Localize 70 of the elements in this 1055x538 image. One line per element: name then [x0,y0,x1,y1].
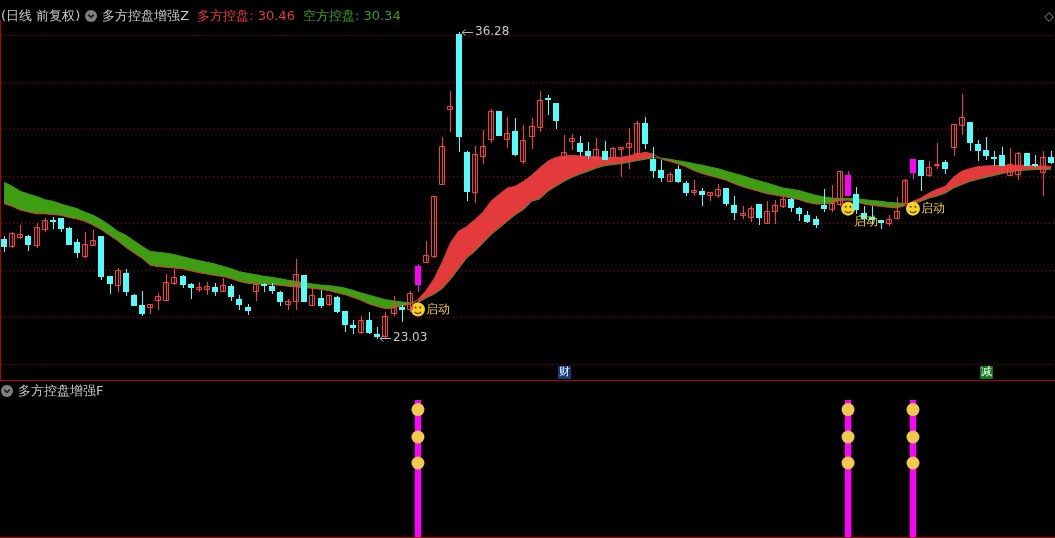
candlestick [577,135,583,157]
chart-title: 多方控盘增强F [18,383,104,398]
candlestick [504,116,510,149]
candlestick [34,222,40,249]
candlestick [342,310,348,333]
candlestick [391,295,397,317]
candlestick [115,267,121,293]
candlestick [894,196,900,220]
candlestick [910,158,916,180]
text: 空方控盘: 30.34 [302,8,401,23]
candlestick [983,136,989,161]
candlestick [756,203,762,226]
candlestick [139,290,145,317]
candlestick [82,231,88,259]
candlestick [658,159,664,183]
candlestick [431,195,437,259]
candlestick [123,268,129,297]
candlestick [447,90,453,133]
candlestick [439,136,445,186]
candlestick [764,200,770,225]
candlestick [772,199,778,225]
candlestick [642,116,648,150]
candlestick [959,93,965,136]
candlestick [488,108,494,144]
candlestick [415,263,421,293]
candlestick [829,184,835,213]
x-tick-label: 财 [558,365,570,379]
candlestick [529,117,535,150]
candlestick [1015,151,1021,181]
candlestick [512,117,518,157]
candlestick [618,146,624,178]
candlestick [520,124,526,165]
candlestick [593,137,599,160]
candlestick [366,311,372,335]
candlestick [1007,147,1013,177]
candlestick [553,102,559,130]
candlestick [845,170,851,197]
candlestick [472,145,478,204]
candlestick [951,123,957,157]
candlestick [821,188,827,213]
candlestick [967,121,973,152]
candlestick [626,127,632,170]
candlestick [480,129,486,165]
candlestick [650,146,656,179]
candlestick [731,195,737,221]
candlestick [634,120,640,155]
candlestick [975,139,981,162]
candlestick [545,94,551,116]
text: 多方控盘: 30.46 [197,8,295,23]
candlestick [918,159,924,192]
candlestick [837,170,843,207]
candlestick [1040,150,1046,197]
candlestick [74,238,80,259]
candlestick [293,258,299,311]
candlestick [537,90,543,133]
candlestick [561,134,567,160]
text: 启动 [920,200,945,215]
text: 启动 [425,301,450,316]
annotation: 36.28 [475,24,510,39]
candlestick [423,240,429,264]
candlestick [853,186,859,215]
candlestick [407,290,413,313]
chart-title: (日线 前复权) [1,8,81,23]
annotation: 23.03 [393,330,428,345]
candlestick [163,273,169,302]
candlestick [902,178,908,205]
chart-subtitle: 多方控盘增强Z [102,8,190,23]
candlestick [382,311,388,339]
x-tick-label: 减 [980,365,992,379]
candlestick [934,142,940,170]
